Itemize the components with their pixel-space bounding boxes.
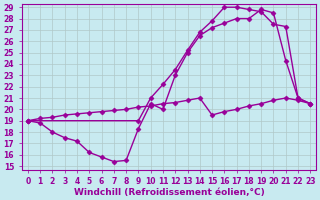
X-axis label: Windchill (Refroidissement éolien,°C): Windchill (Refroidissement éolien,°C)	[74, 188, 264, 197]
